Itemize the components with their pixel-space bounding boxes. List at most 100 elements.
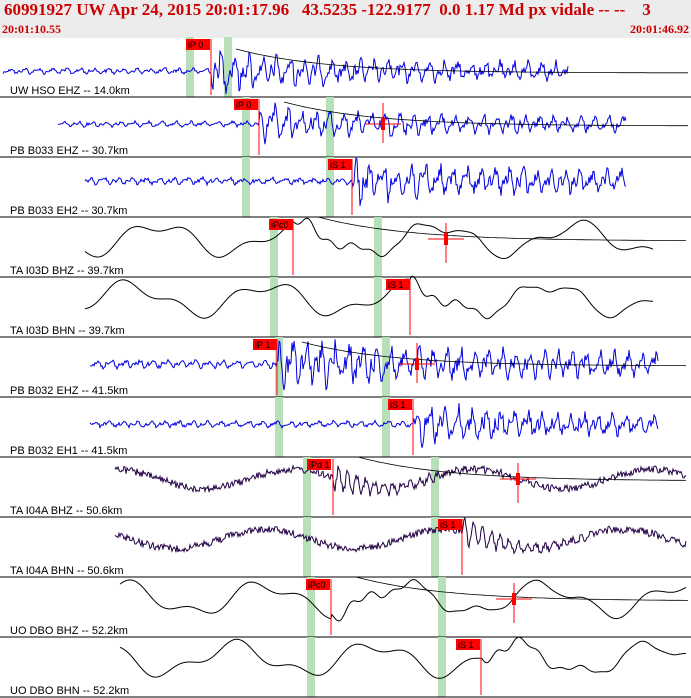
p-window-band — [242, 97, 250, 157]
trace-panel[interactable]: iS 1 TA I03D BHN -- 39.7km — [0, 275, 691, 338]
s-window-band — [374, 277, 382, 337]
p-window-band — [275, 337, 283, 397]
amplitude-marker[interactable] — [428, 223, 464, 263]
waveform-line — [89, 339, 659, 391]
s-window-band — [431, 517, 439, 577]
p-window-band — [270, 217, 278, 277]
trace-panel[interactable]: iP 1 PB B032 EHZ -- 41.5km — [0, 337, 691, 398]
phase-pick-flag[interactable]: iPd 1 — [307, 459, 334, 515]
amplitude-marker[interactable] — [500, 463, 536, 503]
start-time: 20:01:10.55 — [2, 22, 61, 36]
trace-panel[interactable]: iP 0 UW HSO EHZ -- 14.0km — [0, 37, 691, 98]
phase-pick-flag[interactable]: iP 0 — [234, 99, 260, 155]
phase-pick-flag[interactable]: iS 1 — [386, 279, 411, 335]
s-window-band — [224, 37, 232, 97]
pick-flag-box — [269, 219, 293, 230]
pick-label: iPc0 — [308, 580, 326, 590]
waveform-line — [114, 516, 687, 555]
coda-curve — [355, 576, 688, 601]
trace-panel[interactable]: iS 1 PB B032 EH1 -- 41.5km — [0, 397, 691, 458]
s-window-band — [431, 457, 439, 517]
phase-pick-flag[interactable]: iP 1 — [253, 339, 278, 395]
coda-curve — [301, 341, 687, 367]
pick-label: iP 0 — [188, 40, 203, 50]
trace-panel[interactable]: iPc0 TA I03D BHZ -- 39.7km — [0, 216, 691, 278]
coda-curve — [235, 48, 688, 74]
pick-label: iP 0 — [236, 100, 251, 110]
amplitude-marker[interactable] — [399, 343, 435, 383]
p-window-band — [186, 37, 194, 97]
p-window-band — [270, 277, 278, 337]
s-window-band — [326, 97, 334, 157]
p-window-band — [303, 457, 311, 517]
waveform-line — [114, 464, 687, 497]
trace-panel[interactable]: iS 1 PB B033 EH2 -- 30.7km — [0, 157, 691, 218]
end-time: 20:01:46.92 — [630, 22, 689, 36]
phase-pick-flag[interactable]: iS 1 — [388, 399, 414, 455]
p-window-band — [307, 577, 315, 637]
s-window-band — [382, 337, 390, 397]
phase-pick-flag[interactable]: iS 1 — [438, 519, 463, 575]
amplitude-marker[interactable] — [496, 583, 532, 623]
amplitude-marker-box — [516, 473, 520, 485]
phase-pick-flag[interactable]: iPc0 — [306, 579, 332, 635]
s-window-band — [326, 157, 334, 217]
station-label: PB B033 EHZ -- 30.7km — [10, 145, 128, 157]
station-label: UO DBO BHN -- 52.2km — [10, 685, 129, 697]
pick-label: iS 1 — [458, 640, 474, 650]
waveform-line — [84, 157, 627, 206]
waveform-line — [84, 275, 653, 320]
station-label: TA I03D BHZ -- 39.7km — [10, 265, 124, 277]
pick-flag-box — [438, 519, 462, 530]
p-window-band — [307, 637, 315, 697]
p-window-band — [242, 157, 250, 217]
s-window-band — [438, 637, 446, 697]
pick-label: iS 1 — [440, 520, 456, 530]
coda-curve — [283, 101, 688, 127]
p-window-band — [275, 397, 283, 457]
pick-flag-box — [328, 159, 352, 170]
s-window-band — [382, 397, 390, 457]
pick-label: iS 1 — [390, 400, 406, 410]
waveform-line — [84, 217, 654, 259]
station-label: PB B032 EH1 -- 41.5km — [10, 445, 127, 457]
amplitude-marker-box — [415, 358, 419, 370]
trace-panel[interactable]: iS 1 UO DBO BHN -- 52.2km — [0, 636, 691, 698]
pick-flag-box — [186, 39, 210, 50]
station-label: TA I04A BHZ -- 50.6km — [10, 505, 122, 517]
s-window-band — [374, 217, 382, 277]
pick-label: iPc0 — [271, 220, 289, 230]
pick-label: iP 1 — [255, 340, 270, 350]
waveform-line — [57, 102, 627, 145]
phase-pick-flag[interactable]: iS 1 — [328, 159, 353, 215]
phase-pick-flag[interactable]: iP 0 — [186, 39, 212, 95]
trace-panel[interactable]: iPc0 UO DBO BHZ -- 52.2km — [0, 576, 691, 638]
p-window-band — [303, 517, 311, 577]
pick-flag-box — [253, 339, 277, 350]
coda-curve — [357, 456, 687, 481]
pick-label: iS 1 — [330, 160, 346, 170]
station-label: TA I04A BHN -- 50.6km — [10, 565, 124, 577]
amplitude-marker-box — [444, 233, 448, 245]
pick-flag-box — [234, 99, 258, 110]
station-label: UW HSO EHZ -- 14.0km — [10, 85, 130, 97]
waveform-line — [119, 636, 686, 679]
station-label: UO DBO BHZ -- 52.2km — [10, 625, 128, 637]
trace-panel[interactable]: iP 0 PB B033 EHZ -- 30.7km — [0, 97, 691, 158]
trace-panel[interactable]: iPd 1 TA I04A BHZ -- 50.6km — [0, 456, 691, 518]
phase-pick-flag[interactable]: iPc0 — [269, 219, 294, 275]
phase-pick-flag[interactable]: iS 1 — [456, 639, 482, 695]
amplitude-marker-box — [512, 593, 516, 605]
event-title: 60991927 UW Apr 24, 2015 20:01:17.96 43.… — [4, 0, 651, 19]
station-label: TA I03D BHN -- 39.7km — [10, 325, 125, 337]
pick-flag-box — [386, 279, 410, 290]
trace-panel[interactable]: iS 1 TA I04A BHN -- 50.6km — [0, 516, 691, 578]
amplitude-marker-box — [381, 118, 385, 130]
amplitude-marker[interactable] — [365, 103, 401, 143]
pick-flag-box — [456, 639, 480, 650]
pick-flag-box — [306, 579, 330, 590]
waveform-line — [119, 579, 687, 622]
waveform-line — [2, 50, 569, 95]
